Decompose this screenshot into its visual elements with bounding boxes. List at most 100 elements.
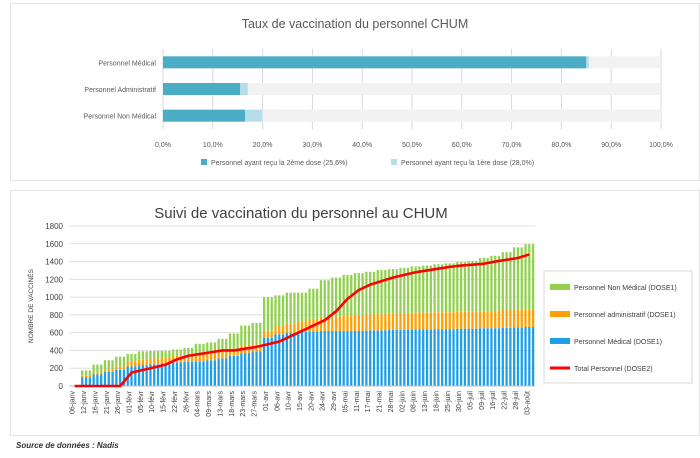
stacked-bar-segment [179, 362, 182, 386]
stacked-bar-segment [501, 252, 504, 310]
stacked-bar-segment [429, 265, 432, 313]
legend-swatch [550, 284, 570, 290]
stacked-bar-segment [459, 328, 463, 386]
stacked-bar-segment [100, 364, 103, 373]
x-tick-label: 0,0% [155, 142, 171, 149]
x-tick-label: 29-avr [331, 390, 338, 411]
stacked-bar-segment [478, 258, 482, 312]
stacked-bar-segment [395, 313, 398, 330]
stacked-bar-segment [225, 338, 228, 352]
stacked-bar-segment [346, 330, 349, 386]
stacked-bar-segment [448, 329, 451, 386]
stacked-bar-segment [463, 262, 467, 312]
stacked-bar-segment [198, 343, 201, 355]
y-tick-label: 600 [50, 329, 64, 338]
y-tick-label: 1200 [45, 275, 63, 284]
stacked-bar-segment [137, 365, 141, 386]
stacked-bar-segment [266, 297, 270, 331]
stacked-bar-segment [524, 309, 527, 327]
total-dose2-line [74, 253, 530, 388]
stacked-bar-segment [168, 363, 171, 386]
stacked-bar-segment [122, 356, 126, 367]
stacked-bar-segment [456, 262, 459, 312]
stacked-bar-segment [168, 350, 171, 358]
legend-label: Personnel administratif (DOSE1) [574, 312, 676, 319]
y-tick-label: 800 [50, 311, 64, 320]
stacked-bar-segment [88, 377, 91, 386]
stacked-bar-segment [209, 342, 213, 354]
stacked-bar-segment [486, 328, 489, 386]
stacked-bar-segment [81, 375, 84, 378]
stacked-bar-segment [418, 329, 421, 386]
stacked-bar-segment [418, 266, 421, 313]
vaccination-tracking-panel: Suivi de vaccination du personnel au CHU… [10, 190, 700, 436]
stacked-bar-segment [357, 273, 360, 315]
stacked-bar-segment [92, 372, 95, 375]
stacked-bar-segment [194, 343, 198, 355]
chart-title: Taux de vaccination du personnel CHUM [242, 17, 469, 31]
bar-dose2 [163, 109, 246, 122]
stacked-bar-segment [278, 295, 281, 327]
stacked-bar-segment [236, 355, 239, 386]
x-tick-label: 21-mai [377, 391, 384, 413]
stacked-bar-segment [255, 351, 258, 386]
stacked-bar-segment [137, 359, 141, 366]
stacked-bar-segment [448, 263, 451, 313]
x-tick-label: 26-févr [183, 390, 190, 412]
bar-dose1 [240, 83, 248, 95]
stacked-bar-segment [338, 277, 342, 317]
stacked-bar-segment [520, 309, 523, 328]
stacked-bar-segment [422, 265, 425, 313]
stacked-bar-segment [126, 362, 129, 367]
stacked-bar-segment [490, 328, 493, 386]
stacked-bar-segment [297, 321, 300, 332]
source-note: Source de données : Nadis [16, 441, 119, 450]
stacked-bar-segment [384, 314, 387, 331]
stacked-bar-segment [240, 353, 243, 386]
stacked-bar-segment [369, 271, 372, 315]
stacked-bar-segment [429, 312, 432, 330]
bar-dose2 [163, 56, 587, 69]
y-tick-label: 400 [50, 346, 64, 355]
stacked-bar-segment [266, 330, 270, 338]
stacked-bar-segment [418, 312, 421, 330]
x-tick-label: 18-juin [433, 391, 440, 412]
stacked-bar-segment [153, 358, 156, 365]
stacked-bar-segment [463, 328, 467, 386]
stacked-bar-segment [319, 280, 323, 318]
stacked-bar-segment [513, 327, 516, 386]
stacked-bar-segment [259, 344, 262, 352]
stacked-bar-segment [88, 375, 91, 378]
stacked-bar-segment [92, 364, 95, 373]
stacked-bar-segment [304, 292, 307, 322]
stacked-bar-segment [168, 357, 171, 364]
stacked-bar-segment [194, 361, 198, 386]
stacked-bar-segment [183, 362, 186, 386]
stacked-bar-segment [467, 261, 470, 312]
stacked-bar-segment [153, 364, 156, 386]
stacked-bar-segment [380, 270, 383, 315]
x-tick-label: 28-juil [513, 391, 520, 410]
x-tick-label: 01-avr [263, 390, 270, 411]
stacked-bar-segment [437, 312, 440, 330]
stacked-bar-segment [289, 323, 292, 333]
stacked-bar-segment [403, 313, 406, 330]
stacked-bar-segment [206, 360, 209, 386]
stacked-bar-segment [520, 247, 523, 310]
y-category-label: Personnel Non Médical [84, 114, 157, 121]
stacked-bar-segment [327, 330, 330, 386]
stacked-bar-segment [467, 328, 470, 386]
stacked-bar-segment [425, 265, 429, 313]
x-tick-label: 18-mars [229, 391, 236, 417]
stacked-bar-segment [137, 351, 141, 360]
stacked-bar-segment [96, 364, 99, 373]
stacked-bar-segment [342, 315, 345, 331]
stacked-bar-segment [505, 327, 508, 386]
x-tick-label: 21-janv [104, 391, 111, 414]
bar-dose2 [163, 83, 241, 95]
stacked-bar-segment [293, 332, 296, 386]
stacked-bar-segment [467, 311, 470, 329]
stacked-bar-segment [119, 370, 122, 386]
stacked-bar-segment [149, 358, 152, 365]
x-tick-label: 15-févr [161, 390, 168, 412]
